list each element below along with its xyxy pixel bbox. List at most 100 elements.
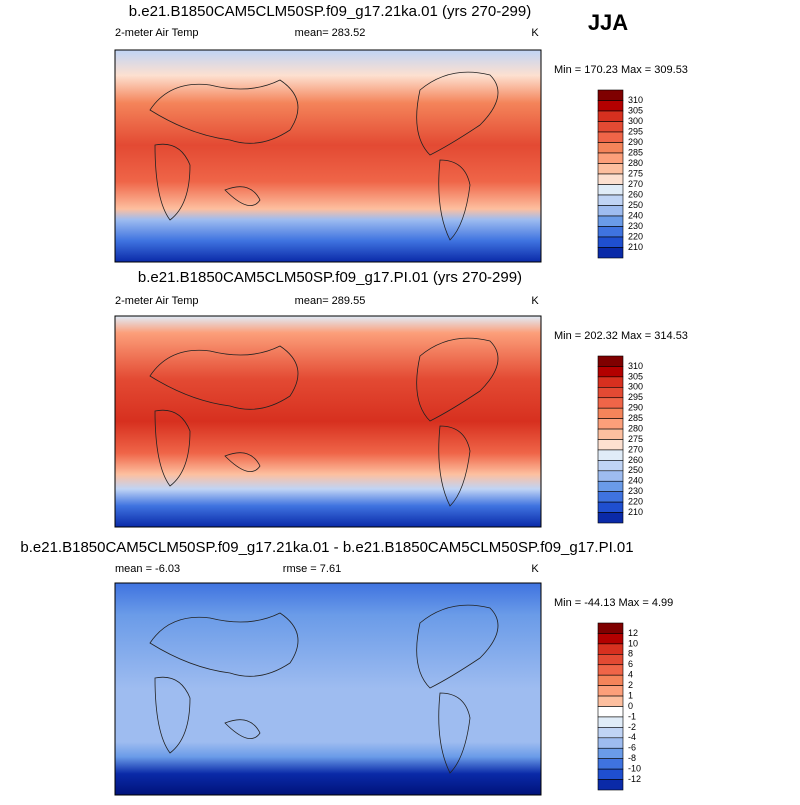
- colorbar-box: [597, 716, 624, 728]
- colorbar-label: 260: [628, 189, 643, 199]
- colorbar-label: 1: [628, 690, 633, 700]
- coastline: [149, 604, 499, 774]
- colorbar-label: 210: [628, 242, 643, 252]
- colorbar-box: [597, 685, 624, 697]
- colorbar-label: 250: [628, 465, 643, 475]
- colorbar-label: 290: [628, 137, 643, 147]
- min-max-label: Min = -44.13 Max = 4.99: [554, 597, 673, 609]
- colorbar-label: 12: [628, 628, 638, 638]
- colorbar-label: -8: [628, 753, 636, 763]
- min-max-label: Min = 202.32 Max = 314.53: [554, 330, 688, 342]
- colorbar-label: -6: [628, 743, 636, 753]
- colorbar-box: [597, 706, 624, 718]
- panel-title: b.e21.B1850CAM5CLM50SP.f09_g17.21ka.01 (…: [129, 3, 532, 20]
- colorbar-label: 2: [628, 680, 633, 690]
- colorbar-box: [597, 737, 624, 749]
- colorbar-box: [597, 236, 624, 248]
- colorbar-label: 305: [628, 105, 643, 115]
- colorbar-label: 300: [628, 116, 643, 126]
- colorbar-box: [597, 205, 624, 217]
- center-label: mean= 283.52: [295, 27, 366, 39]
- colorbar-label: 240: [628, 210, 643, 220]
- colorbar-box: [597, 142, 624, 154]
- colorbar-label: 260: [628, 455, 643, 465]
- panel-title: b.e21.B1850CAM5CLM50SP.f09_g17.PI.01 (yr…: [138, 269, 522, 286]
- colorbar-box: [597, 110, 624, 122]
- colorbar-box: [597, 152, 624, 164]
- colorbar-box: [597, 674, 624, 686]
- min-max-label: Min = 170.23 Max = 309.53: [554, 64, 688, 76]
- colorbar-box: [597, 695, 624, 707]
- colorbar-label: -10: [628, 764, 641, 774]
- colorbar-box: [597, 664, 624, 676]
- colorbar-box: [597, 173, 624, 185]
- colorbar-box: [597, 779, 624, 791]
- colorbar-box: [597, 376, 624, 388]
- map-field: [114, 582, 542, 796]
- center-label: mean= 289.55: [295, 295, 366, 307]
- colorbar-box: [597, 366, 624, 378]
- colorbar-label: 300: [628, 382, 643, 392]
- colorbar-label: 270: [628, 444, 643, 454]
- colorbar-box: [597, 654, 624, 666]
- colorbar-box: [597, 89, 624, 101]
- colorbar-label: 280: [628, 158, 643, 168]
- colorbar-label: 295: [628, 392, 643, 402]
- colorbar-box: [597, 163, 624, 175]
- left-label: 2-meter Air Temp: [115, 27, 199, 39]
- colorbar-box: [597, 501, 624, 513]
- colorbar-label: 220: [628, 497, 643, 507]
- colorbar-label: 275: [628, 168, 643, 178]
- colorbar-box: [597, 215, 624, 227]
- colorbar-box: [597, 460, 624, 472]
- colorbar-box: [597, 512, 624, 524]
- left-label: 2-meter Air Temp: [115, 295, 199, 307]
- colorbar-label: 230: [628, 486, 643, 496]
- colorbar-label: 305: [628, 371, 643, 381]
- colorbar-box: [597, 747, 624, 759]
- colorbar-label: 290: [628, 403, 643, 413]
- colorbar-label: 6: [628, 659, 633, 669]
- colorbar-box: [597, 643, 624, 655]
- colorbar-label: 220: [628, 231, 643, 241]
- colorbar-box: [597, 633, 624, 645]
- colorbar-box: [597, 407, 624, 419]
- panel-title: b.e21.B1850CAM5CLM50SP.f09_g17.21ka.01 -…: [20, 539, 633, 556]
- map-field: [114, 315, 542, 528]
- colorbar-box: [597, 100, 624, 112]
- colorbar-label: 240: [628, 476, 643, 486]
- colorbar-label: 270: [628, 179, 643, 189]
- colorbar-box: [597, 121, 624, 133]
- colorbar-box: [597, 622, 624, 634]
- colorbar-box: [597, 355, 624, 367]
- center-label: rmse = 7.61: [283, 563, 341, 575]
- colorbar-box: [597, 418, 624, 430]
- colorbar-label: 8: [628, 649, 633, 659]
- colorbar-box: [597, 194, 624, 206]
- units-label: K: [531, 295, 539, 307]
- colorbar-label: 295: [628, 126, 643, 136]
- colorbar-label: 10: [628, 638, 638, 648]
- colorbar-box: [597, 428, 624, 440]
- colorbar-box: [597, 768, 624, 780]
- colorbar-label: 310: [628, 361, 643, 371]
- colorbar-box: [597, 184, 624, 196]
- colorbar-box: [597, 470, 624, 482]
- colorbar-label: -1: [628, 711, 636, 721]
- colorbar-box: [597, 758, 624, 770]
- colorbar-label: 310: [628, 95, 643, 105]
- colorbar-box: [597, 397, 624, 409]
- colorbar-box: [597, 491, 624, 503]
- colorbar-box: [597, 387, 624, 399]
- colorbar-label: 280: [628, 423, 643, 433]
- colorbar-label: 210: [628, 507, 643, 517]
- colorbar-label: 275: [628, 434, 643, 444]
- colorbar-label: 285: [628, 147, 643, 157]
- colorbar-box: [597, 247, 624, 259]
- colorbar-box: [597, 131, 624, 143]
- colorbar-label: -12: [628, 774, 641, 784]
- colorbar-box: [597, 226, 624, 238]
- map-field: [114, 49, 542, 263]
- coastline: [149, 337, 499, 507]
